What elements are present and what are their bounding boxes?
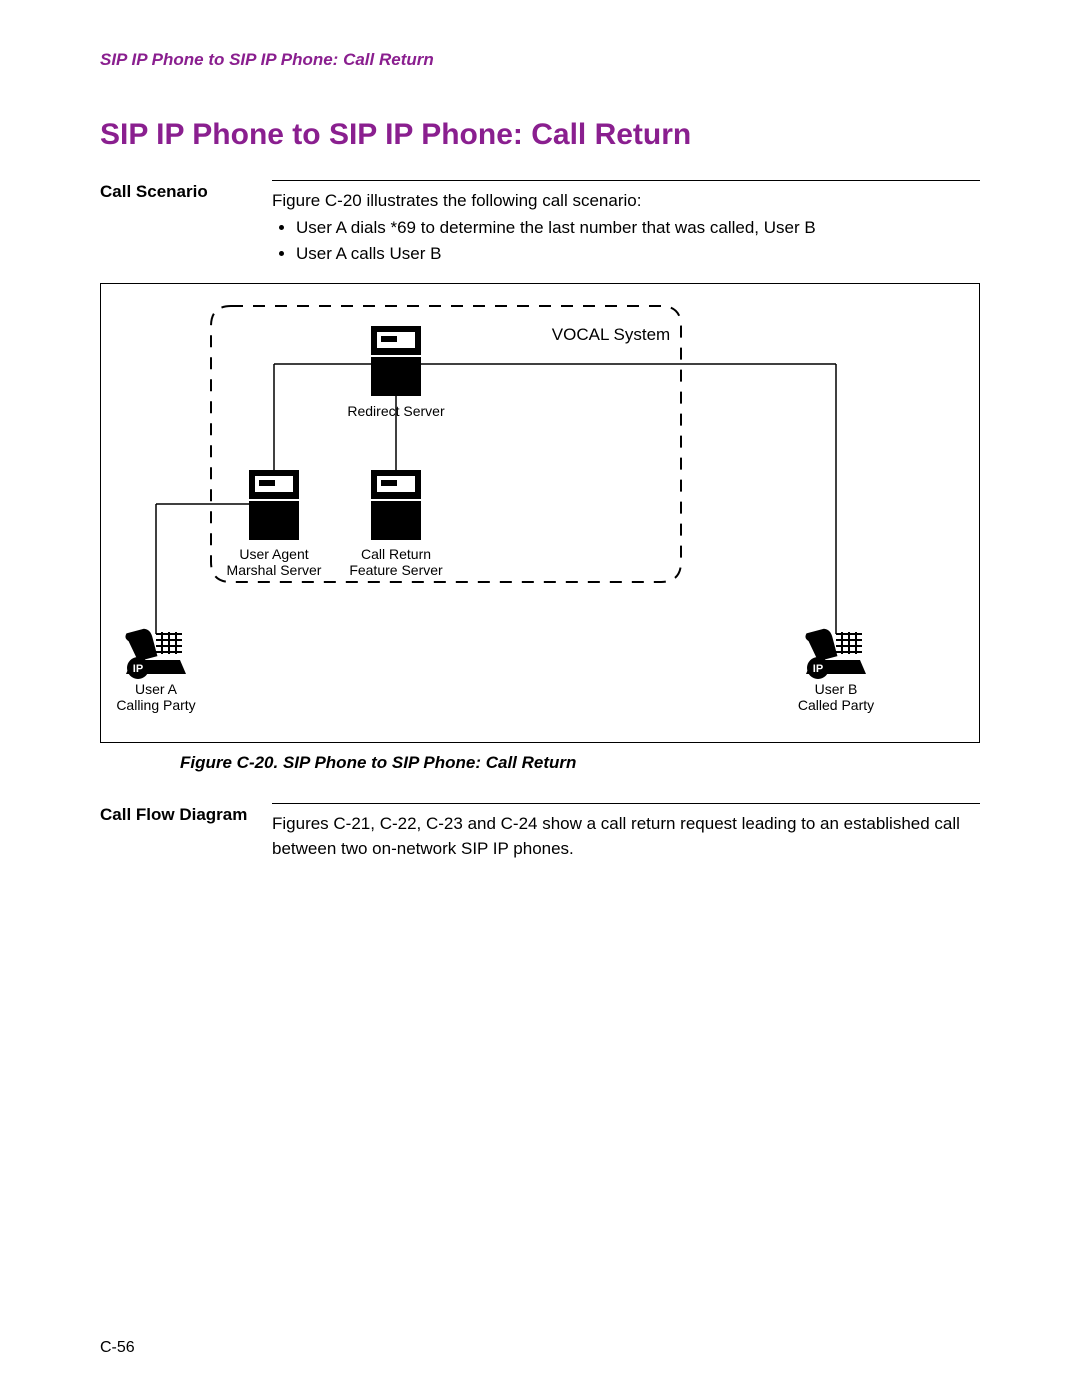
call-flow-label: Call Flow Diagram [100, 803, 260, 861]
page-title: SIP IP Phone to SIP IP Phone: Call Retur… [100, 118, 980, 152]
ip-badge: IP [813, 663, 823, 675]
call-flow-section: Call Flow Diagram Figures C-21, C-22, C-… [100, 803, 980, 861]
user-b-label-2: Called Party [798, 697, 874, 713]
call-scenario-intro: Figure C-20 illustrates the following ca… [272, 189, 980, 214]
bullet-item: User A calls User B [296, 242, 980, 267]
user-a-phone-icon: IP [125, 627, 186, 679]
figure-caption: Figure C-20. SIP Phone to SIP Phone: Cal… [180, 753, 980, 773]
call-flow-text: Figures C-21, C-22, C-23 and C-24 show a… [272, 812, 980, 861]
call-return-label-2: Feature Server [349, 562, 443, 578]
figure-diagram: VOCAL System Redirect Server User Agent … [100, 283, 980, 743]
call-return-server-icon [371, 470, 421, 540]
vocal-system-label: VOCAL System [552, 325, 670, 344]
divider [272, 180, 980, 181]
user-agent-server-icon [249, 470, 299, 540]
running-header: SIP IP Phone to SIP IP Phone: Call Retur… [100, 50, 980, 70]
call-flow-body: Figures C-21, C-22, C-23 and C-24 show a… [272, 803, 980, 861]
user-b-phone-icon: IP [805, 627, 866, 679]
user-a-label-1: User A [135, 681, 178, 697]
ip-badge: IP [133, 663, 143, 675]
network-diagram-svg: VOCAL System Redirect Server User Agent … [101, 284, 979, 742]
call-scenario-bullets: User A dials *69 to determine the last n… [272, 216, 980, 267]
call-scenario-label: Call Scenario [100, 180, 260, 269]
redirect-server-icon [371, 326, 421, 396]
bullet-item: User A dials *69 to determine the last n… [296, 216, 980, 241]
divider [272, 803, 980, 804]
call-return-label-1: Call Return [361, 546, 431, 562]
page-number: C-56 [100, 1339, 135, 1357]
user-a-label-2: Calling Party [116, 697, 195, 713]
user-agent-label-2: Marshal Server [227, 562, 322, 578]
call-scenario-section: Call Scenario Figure C-20 illustrates th… [100, 180, 980, 269]
user-b-label-1: User B [815, 681, 858, 697]
user-agent-label-1: User Agent [239, 546, 308, 562]
call-scenario-body: Figure C-20 illustrates the following ca… [272, 180, 980, 269]
